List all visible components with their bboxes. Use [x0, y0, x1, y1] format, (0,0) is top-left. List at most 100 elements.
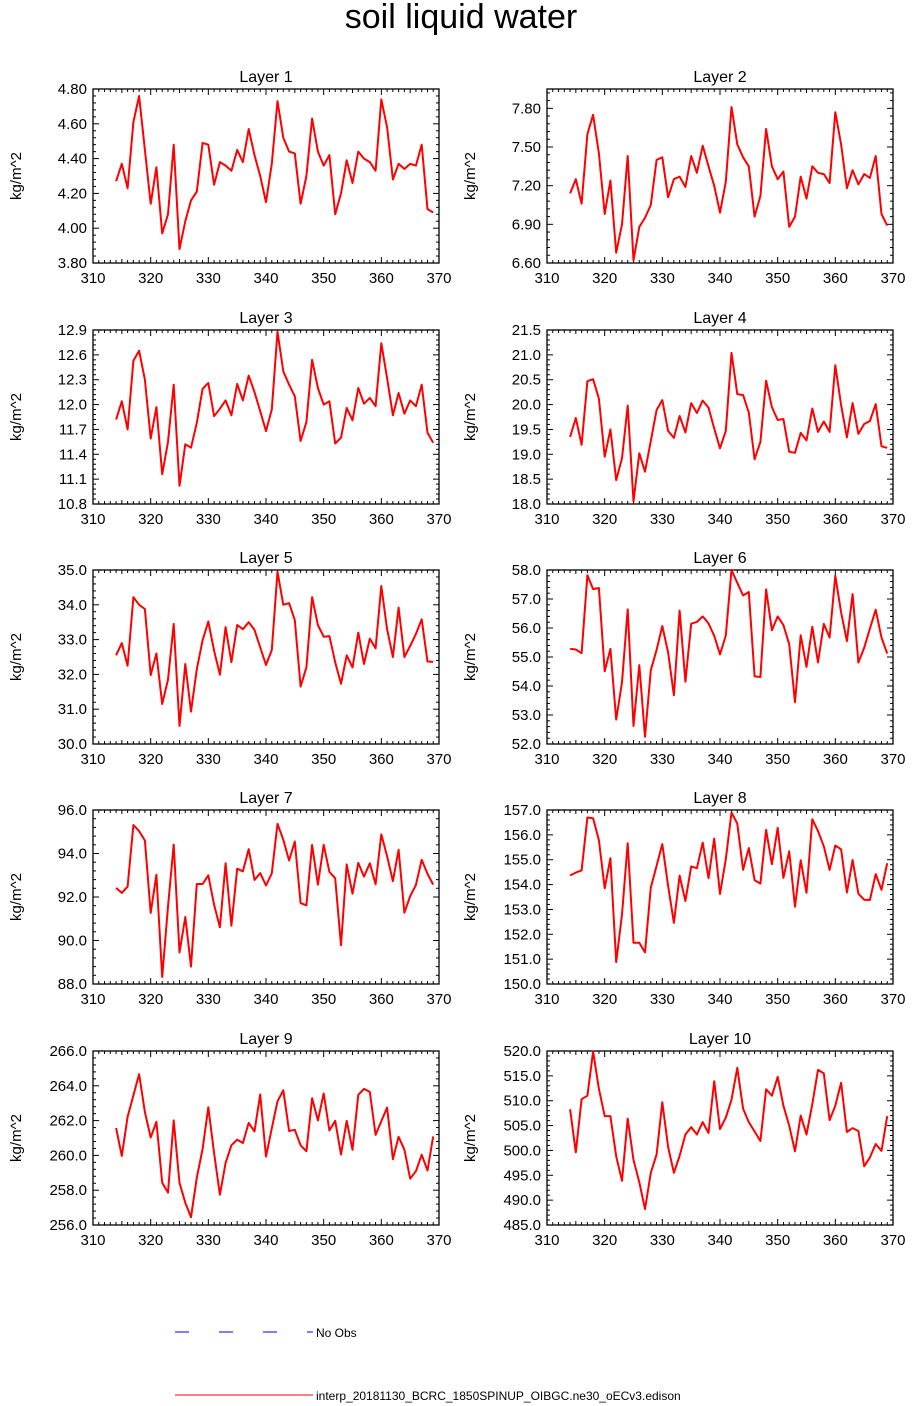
x-tick-label: 360: [369, 1232, 394, 1249]
y-tick-label: 3.80: [58, 255, 87, 272]
series-line: [569, 106, 889, 262]
y-tick-label: 152.0: [503, 926, 541, 943]
x-tick-label: 330: [196, 270, 221, 287]
y-tick-label: 52.0: [512, 736, 541, 753]
x-tick-label: 340: [707, 270, 732, 287]
y-tick-label: 55.0: [512, 649, 541, 666]
y-axis-label: kg/m^2: [462, 152, 479, 200]
y-tick-label: 92.0: [58, 889, 87, 906]
x-tick-label: 360: [369, 270, 394, 287]
y-tick-label: 56.0: [512, 620, 541, 637]
y-axis-label: kg/m^2: [8, 1114, 25, 1162]
y-tick-label: 20.5: [512, 372, 541, 389]
y-tick-label: 18.0: [512, 496, 541, 513]
y-tick-label: 151.0: [503, 951, 541, 968]
x-tick-label: 340: [253, 511, 278, 528]
series-line: [569, 811, 889, 964]
panel-title: Layer 7: [239, 790, 292, 807]
y-tick-label: 34.0: [58, 597, 87, 614]
y-tick-label: 6.60: [512, 255, 541, 272]
series-line: [115, 95, 434, 251]
x-tick-label: 320: [592, 1232, 617, 1249]
y-tick-label: 57.0: [512, 591, 541, 608]
series-line: [569, 351, 888, 503]
y-tick-label: 96.0: [58, 802, 87, 819]
panel-frame: [92, 569, 440, 745]
y-tick-label: 10.8: [58, 496, 87, 513]
series-line: [569, 1050, 889, 1211]
x-tick-label: 340: [253, 991, 278, 1008]
x-tick-label: 370: [880, 511, 905, 528]
x-tick-label: 340: [253, 1232, 278, 1249]
y-tick-label: 4.80: [58, 81, 87, 98]
panel-frame: [546, 88, 894, 264]
x-tick-label: 330: [196, 511, 221, 528]
y-tick-label: 19.5: [512, 421, 541, 438]
x-tick-label: 350: [311, 991, 336, 1008]
x-tick-label: 370: [426, 270, 451, 287]
y-tick-label: 12.3: [58, 372, 87, 389]
x-tick-label: 350: [765, 991, 790, 1008]
panel-frame: [546, 809, 894, 985]
x-tick-label: 360: [369, 511, 394, 528]
panel-frame: [92, 88, 440, 264]
x-tick-label: 330: [196, 751, 221, 768]
x-tick-label: 360: [823, 991, 848, 1008]
x-tick-label: 310: [534, 991, 559, 1008]
y-tick-label: 11.1: [59, 471, 87, 488]
x-tick-label: 320: [138, 751, 163, 768]
series-line: [115, 822, 435, 978]
x-tick-label: 360: [823, 751, 848, 768]
x-tick-label: 320: [138, 1232, 163, 1249]
y-tick-label: 11.4: [59, 446, 87, 463]
y-axis-label: kg/m^2: [462, 633, 479, 681]
y-tick-label: 262.0: [49, 1113, 87, 1130]
panel-2: Layer 2 kg/m^2 310 320 330 340 350 360 370 6.60 6.…: [462, 69, 906, 287]
y-tick-label: 256.0: [49, 1217, 87, 1234]
y-tick-label: 505.0: [503, 1118, 541, 1135]
series-line: [569, 569, 889, 738]
y-tick-label: 515.0: [503, 1068, 541, 1085]
y-tick-label: 12.6: [58, 347, 87, 364]
y-axis-label: kg/m^2: [8, 152, 25, 200]
x-tick-label: 350: [311, 1232, 336, 1249]
y-axis-label: kg/m^2: [8, 633, 25, 681]
x-tick-label: 370: [426, 511, 451, 528]
x-tick-label: 310: [534, 1232, 559, 1249]
y-tick-label: 266.0: [49, 1043, 87, 1060]
y-tick-label: 94.0: [58, 846, 87, 863]
x-tick-label: 350: [311, 511, 336, 528]
y-tick-label: 260.0: [49, 1147, 87, 1164]
legend-model-label: interp_20181130_BCRC_1850SPINUP_OIBGC.ne…: [316, 1389, 681, 1403]
x-tick-label: 360: [823, 511, 848, 528]
x-tick-label: 310: [80, 270, 105, 287]
y-tick-label: 150.0: [503, 976, 541, 993]
series-line: [115, 330, 435, 487]
x-tick-label: 350: [765, 1232, 790, 1249]
x-tick-label: 310: [80, 751, 105, 768]
panel-title: Layer 2: [693, 69, 746, 86]
y-tick-label: 7.80: [512, 100, 541, 117]
y-tick-label: 154.0: [503, 877, 541, 894]
panel-9: Layer 9 kg/m^2 310 320 330 340 350 360 370 256.0 2…: [8, 1031, 452, 1249]
y-tick-label: 58.0: [512, 562, 541, 579]
x-tick-label: 320: [138, 270, 163, 287]
panel-title: Layer 10: [689, 1031, 751, 1048]
x-tick-label: 340: [707, 511, 732, 528]
panel-6: Layer 6 kg/m^2 310 320 330 340 350 360 370 52.0 53…: [462, 550, 906, 768]
y-tick-label: 20.0: [512, 397, 541, 414]
y-axis-label: kg/m^2: [462, 873, 479, 921]
x-tick-label: 360: [369, 991, 394, 1008]
x-tick-label: 340: [253, 270, 278, 287]
y-axis-label: kg/m^2: [8, 393, 25, 441]
y-tick-label: 157.0: [503, 802, 541, 819]
series-line: [115, 1073, 435, 1219]
x-tick-label: 330: [196, 1232, 221, 1249]
panel-title: Layer 8: [693, 790, 746, 807]
y-tick-label: 31.0: [58, 701, 87, 718]
y-tick-label: 19.0: [512, 446, 541, 463]
x-tick-label: 340: [707, 1232, 732, 1249]
panel-title: Layer 4: [693, 310, 746, 327]
panel-8: Layer 8 kg/m^2 310 320 330 340 350 360 370 150.0 1…: [462, 790, 906, 1008]
panel-title: Layer 5: [239, 550, 292, 567]
